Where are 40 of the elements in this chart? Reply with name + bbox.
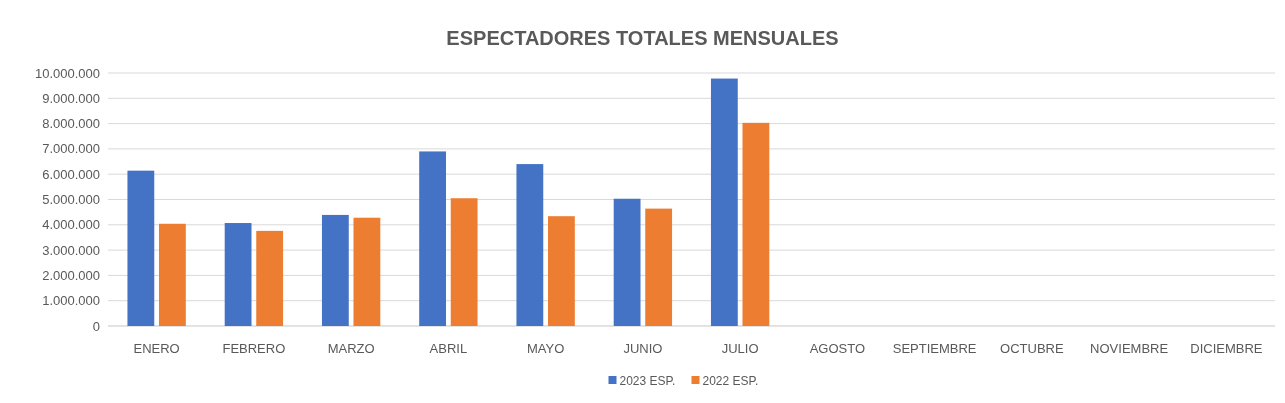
bar xyxy=(450,198,478,326)
legend-label: 2022 ESP. xyxy=(702,374,759,389)
x-tick-label: JUNIO xyxy=(623,341,663,356)
bar xyxy=(419,151,447,326)
bar xyxy=(547,216,575,326)
y-tick-label: 7.000.000 xyxy=(42,141,100,157)
bar xyxy=(710,78,738,326)
bar xyxy=(742,122,770,326)
x-tick-label: AGOSTO xyxy=(809,341,866,356)
x-tick-label: JULIO xyxy=(721,341,759,356)
y-tick-label: 4.000.000 xyxy=(42,217,100,233)
x-tick-label: ABRIL xyxy=(429,341,468,356)
x-tick-label: DICIEMBRE xyxy=(1190,341,1263,356)
bar xyxy=(127,170,155,326)
bar xyxy=(321,214,349,326)
x-tick-label: ENERO xyxy=(133,341,180,356)
legend-label: 2023 ESP. xyxy=(619,374,676,389)
x-tick-label: SEPTIEMBRE xyxy=(892,341,977,356)
bar xyxy=(256,230,284,326)
y-tick-label: 2.000.000 xyxy=(42,267,100,283)
x-tick-label: MARZO xyxy=(327,341,375,356)
y-tick-label: 6.000.000 xyxy=(42,166,100,182)
bar xyxy=(224,223,252,326)
y-tick-label: 0 xyxy=(92,318,100,334)
chart-title: ESPECTADORES TOTALES MENSUALES xyxy=(446,27,839,49)
bar xyxy=(645,208,673,326)
x-tick-label: NOVIEMBRE xyxy=(1090,341,1169,356)
x-tick-label: MAYO xyxy=(526,341,565,356)
x-tick-label: FEBRERO xyxy=(222,341,286,356)
bar xyxy=(353,217,381,326)
y-tick-label: 1.000.000 xyxy=(42,293,100,309)
bar xyxy=(158,223,186,326)
bar xyxy=(613,198,641,326)
y-tick-label: 10.000.000 xyxy=(34,65,100,81)
x-tick-label: OCTUBRE xyxy=(1000,341,1064,356)
y-tick-label: 8.000.000 xyxy=(42,116,100,132)
y-tick-label: 9.000.000 xyxy=(42,90,100,106)
y-tick-label: 3.000.000 xyxy=(42,242,100,258)
y-tick-label: 5.000.000 xyxy=(42,192,100,208)
bar xyxy=(516,164,544,326)
